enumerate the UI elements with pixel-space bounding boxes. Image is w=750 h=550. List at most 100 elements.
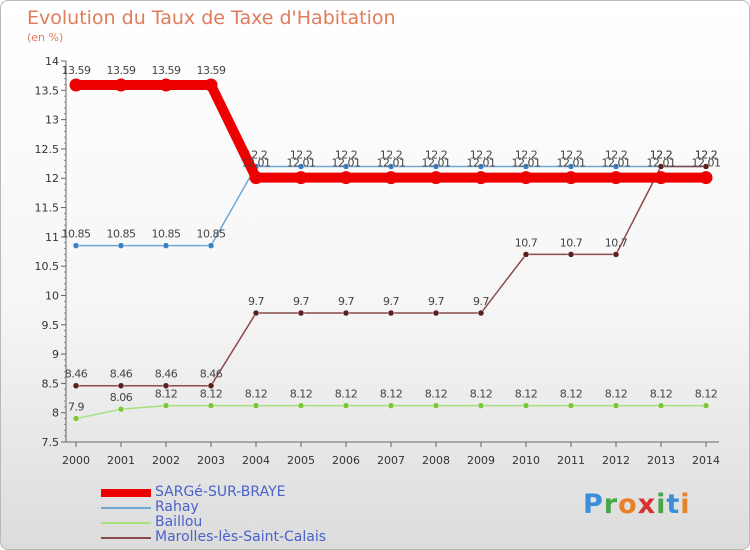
legend-label-rahay: Rahay [155, 499, 199, 515]
data-label: 8.12 [650, 388, 673, 401]
data-point [204, 78, 218, 92]
data-point [567, 402, 575, 409]
data-label: 12.2 [695, 149, 718, 162]
data-label: 8.46 [110, 368, 133, 381]
data-point [342, 402, 350, 409]
legend-label-marolles: Marolles-lès-Saint-Calais [155, 529, 327, 545]
y-tick-label: 8.5 [42, 377, 60, 390]
x-tick-label: 2001 [107, 454, 135, 467]
data-point [477, 163, 485, 170]
data-label: 9.7 [248, 295, 264, 308]
data-point [297, 402, 305, 409]
y-tick-label: 12 [45, 172, 59, 185]
data-label: 10.7 [515, 236, 538, 249]
data-point [657, 402, 665, 409]
data-point [612, 402, 620, 409]
data-label: 12.01 [422, 157, 451, 170]
data-point [609, 171, 623, 185]
data-point [432, 402, 440, 409]
data-label: 12.01 [332, 157, 361, 170]
y-tick-label: 13.5 [35, 84, 60, 97]
data-label: 8.12 [155, 388, 178, 401]
data-label: 8.12 [245, 388, 268, 401]
x-tick-label: 2014 [692, 454, 720, 467]
x-tick-label: 2003 [197, 454, 225, 467]
data-label: 8.46 [200, 368, 223, 381]
data-label: 12.2 [380, 149, 403, 162]
data-point [567, 251, 575, 258]
data-label: 13.59 [62, 64, 91, 77]
logo-letter: i [680, 489, 691, 520]
data-label: 8.12 [560, 388, 583, 401]
data-point [432, 309, 440, 317]
data-point [699, 171, 713, 185]
data-point [72, 382, 80, 389]
data-point [522, 402, 530, 409]
data-point [567, 163, 575, 170]
data-label: 9.7 [428, 295, 444, 308]
data-label: 8.12 [695, 388, 718, 401]
data-point [207, 382, 215, 389]
data-point [612, 163, 620, 170]
data-label: 12.2 [335, 149, 358, 162]
logo-letter: t [666, 489, 681, 520]
data-label: 12.01 [512, 157, 541, 170]
data-point [522, 251, 530, 258]
x-tick-label: 2010 [512, 454, 540, 467]
data-label: 12.01 [692, 157, 721, 170]
x-tick-label: 2000 [62, 454, 90, 467]
data-point [117, 405, 125, 413]
data-label: 8.06 [110, 391, 133, 404]
data-label: 13.59 [107, 64, 136, 77]
data-point [339, 171, 353, 185]
x-tick-label: 2007 [377, 454, 405, 467]
data-point [297, 163, 305, 170]
data-label: 10.7 [560, 236, 583, 249]
data-point [522, 163, 530, 170]
unit-label: (en %) [27, 31, 64, 44]
data-label: 8.12 [335, 388, 358, 401]
data-point [159, 78, 173, 92]
data-label: 12.2 [560, 149, 583, 162]
data-label: 12.01 [377, 157, 406, 170]
proxiti-logo[interactable]: Proxiti [583, 489, 691, 520]
y-tick-label: 11 [45, 231, 59, 244]
data-label: 12.2 [605, 149, 628, 162]
y-tick-label: 9 [52, 348, 59, 361]
y-tick-label: 13 [45, 114, 59, 127]
y-tick-label: 10.5 [35, 260, 60, 273]
x-tick-label: 2013 [647, 454, 675, 467]
data-label: 7.9 [68, 401, 84, 414]
data-point [162, 382, 170, 389]
data-point [117, 382, 125, 389]
legend-item-sarge: SARGé-SUR-BRAYE [101, 484, 401, 501]
data-label: 12.2 [425, 149, 448, 162]
x-tick-label: 2005 [287, 454, 315, 467]
y-tick-label: 14 [45, 55, 59, 68]
data-label: 13.59 [197, 64, 226, 77]
data-label: 12.01 [287, 157, 316, 170]
data-point [387, 163, 395, 170]
data-point [387, 309, 395, 317]
data-label: 12.01 [242, 157, 271, 170]
data-label: 10.85 [152, 228, 181, 241]
data-label: 13.59 [152, 64, 181, 77]
x-tick-label: 2002 [152, 454, 180, 467]
legend-swatch-marolles [101, 537, 151, 539]
data-label: 9.7 [383, 295, 399, 308]
data-label: 12.2 [290, 149, 313, 162]
data-label: 12.01 [467, 157, 496, 170]
legend-swatch-baillou [101, 522, 151, 524]
data-point [654, 171, 668, 185]
legend-item-baillou: Baillou [101, 514, 401, 531]
legend-swatch-rahay [101, 507, 151, 509]
data-label: 8.12 [470, 388, 493, 401]
data-label: 9.7 [473, 295, 489, 308]
data-label: 12.01 [647, 157, 676, 170]
data-point [474, 171, 488, 185]
logo-letter: i [656, 489, 667, 520]
series-line-2 [76, 165, 706, 387]
data-label: 12.2 [650, 149, 673, 162]
data-label: 12.2 [470, 149, 493, 162]
